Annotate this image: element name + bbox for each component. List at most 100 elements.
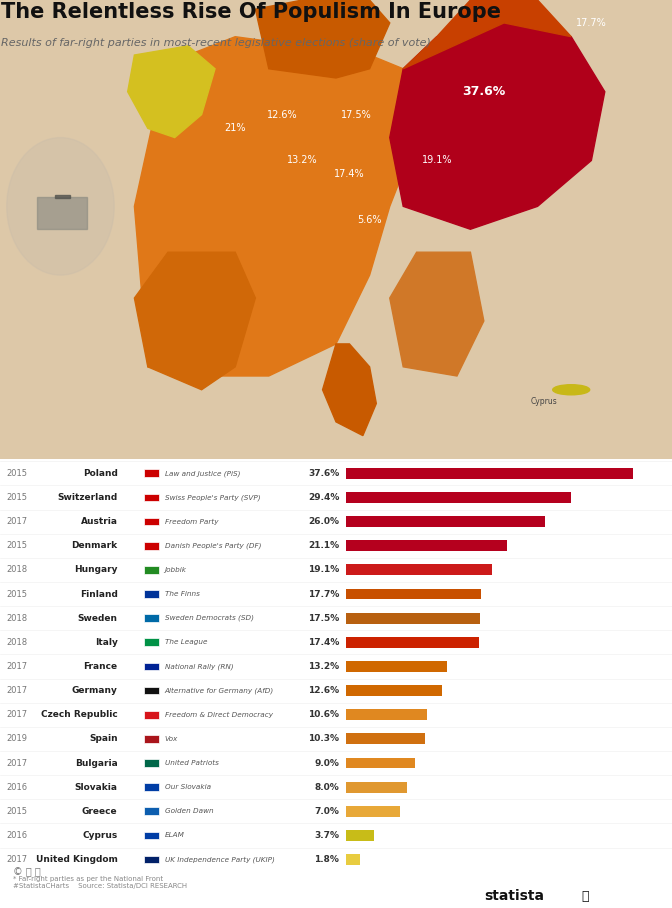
Text: 17.7%: 17.7% bbox=[308, 589, 339, 598]
Text: 2018: 2018 bbox=[7, 637, 28, 646]
Text: 9.0%: 9.0% bbox=[314, 758, 339, 767]
Text: 2019: 2019 bbox=[7, 735, 28, 744]
Text: Danish People's Party (DF): Danish People's Party (DF) bbox=[165, 542, 261, 549]
Text: 2016: 2016 bbox=[7, 831, 28, 840]
Bar bbox=[37, 197, 87, 229]
FancyBboxPatch shape bbox=[144, 615, 159, 622]
Text: The League: The League bbox=[165, 639, 207, 646]
Text: 8.0%: 8.0% bbox=[314, 783, 339, 792]
Text: Law and Justice (PiS): Law and Justice (PiS) bbox=[165, 470, 240, 477]
Text: 2017: 2017 bbox=[7, 758, 28, 767]
FancyBboxPatch shape bbox=[144, 832, 159, 839]
FancyBboxPatch shape bbox=[346, 709, 427, 720]
Text: 17.5%: 17.5% bbox=[308, 614, 339, 623]
Text: 13.2%: 13.2% bbox=[287, 155, 318, 165]
FancyBboxPatch shape bbox=[346, 540, 507, 551]
Text: 21%: 21% bbox=[224, 123, 246, 133]
FancyBboxPatch shape bbox=[144, 542, 159, 549]
Text: 3.7%: 3.7% bbox=[314, 831, 339, 840]
Text: Golden Dawn: Golden Dawn bbox=[165, 808, 213, 814]
Text: Cyprus: Cyprus bbox=[531, 397, 558, 406]
FancyBboxPatch shape bbox=[144, 566, 159, 574]
Text: 2018: 2018 bbox=[7, 566, 28, 575]
Text: © ⓘ ⓣ: © ⓘ ⓣ bbox=[13, 867, 41, 877]
FancyBboxPatch shape bbox=[144, 855, 159, 864]
Text: 2017: 2017 bbox=[7, 686, 28, 696]
FancyBboxPatch shape bbox=[144, 784, 159, 791]
Text: 2015: 2015 bbox=[7, 807, 28, 815]
FancyBboxPatch shape bbox=[144, 759, 159, 767]
Text: 17.4%: 17.4% bbox=[334, 169, 365, 179]
Text: Spain: Spain bbox=[89, 735, 118, 744]
Text: Hungary: Hungary bbox=[74, 566, 118, 575]
Text: 2016: 2016 bbox=[7, 783, 28, 792]
Text: 37.6%: 37.6% bbox=[308, 469, 339, 478]
Text: 1.8%: 1.8% bbox=[314, 855, 339, 864]
FancyBboxPatch shape bbox=[346, 565, 492, 576]
Text: The Finns: The Finns bbox=[165, 591, 200, 597]
Polygon shape bbox=[390, 23, 605, 229]
FancyBboxPatch shape bbox=[346, 613, 480, 624]
Text: Greece: Greece bbox=[82, 807, 118, 815]
FancyBboxPatch shape bbox=[144, 735, 159, 743]
FancyBboxPatch shape bbox=[144, 807, 159, 815]
Text: * Far-right parties as per the National Front
#StatistaCHarts    Source: Statist: * Far-right parties as per the National … bbox=[13, 876, 187, 889]
Text: Slovakia: Slovakia bbox=[75, 783, 118, 792]
Text: 13.2%: 13.2% bbox=[308, 662, 339, 671]
Text: 2018: 2018 bbox=[7, 614, 28, 623]
Text: The Relentless Rise Of Populism In Europe: The Relentless Rise Of Populism In Europ… bbox=[1, 3, 501, 23]
FancyBboxPatch shape bbox=[144, 638, 159, 646]
FancyBboxPatch shape bbox=[346, 588, 481, 599]
Text: Cyprus: Cyprus bbox=[83, 831, 118, 840]
Text: Swiss People's Party (SVP): Swiss People's Party (SVP) bbox=[165, 494, 260, 501]
Text: 12.6%: 12.6% bbox=[308, 686, 339, 696]
Text: 2015: 2015 bbox=[7, 589, 28, 598]
Text: Bulgaria: Bulgaria bbox=[75, 758, 118, 767]
FancyBboxPatch shape bbox=[346, 492, 571, 503]
Text: Results of far-right parties in most-recent legislative elections (share of vote: Results of far-right parties in most-rec… bbox=[1, 38, 431, 48]
Polygon shape bbox=[255, 0, 390, 78]
Text: 2015: 2015 bbox=[7, 493, 28, 502]
FancyBboxPatch shape bbox=[144, 590, 159, 597]
FancyBboxPatch shape bbox=[346, 757, 415, 768]
FancyBboxPatch shape bbox=[346, 806, 400, 817]
Text: 29.4%: 29.4% bbox=[308, 493, 339, 502]
FancyBboxPatch shape bbox=[144, 518, 159, 526]
Text: Finland: Finland bbox=[80, 589, 118, 598]
Text: Jobbik: Jobbik bbox=[165, 567, 187, 573]
Text: ⬛: ⬛ bbox=[581, 891, 589, 903]
Text: Our Slovakia: Our Slovakia bbox=[165, 785, 211, 790]
FancyBboxPatch shape bbox=[346, 637, 479, 647]
Text: 2017: 2017 bbox=[7, 855, 28, 864]
Text: Freedom & Direct Democracy: Freedom & Direct Democracy bbox=[165, 712, 273, 718]
FancyBboxPatch shape bbox=[346, 686, 442, 696]
Text: statista: statista bbox=[484, 890, 544, 903]
Text: 2015: 2015 bbox=[7, 541, 28, 550]
FancyBboxPatch shape bbox=[144, 663, 159, 670]
FancyBboxPatch shape bbox=[346, 468, 634, 479]
Text: 2015: 2015 bbox=[7, 469, 28, 478]
Polygon shape bbox=[134, 252, 255, 390]
Text: 21.1%: 21.1% bbox=[308, 541, 339, 550]
Text: 2017: 2017 bbox=[7, 662, 28, 671]
Ellipse shape bbox=[552, 385, 590, 395]
FancyBboxPatch shape bbox=[144, 686, 159, 695]
Text: ELAM: ELAM bbox=[165, 833, 185, 838]
Text: 37.6%: 37.6% bbox=[462, 85, 505, 98]
Text: Alternative for Germany (AfD): Alternative for Germany (AfD) bbox=[165, 687, 274, 694]
Text: 10.6%: 10.6% bbox=[308, 710, 339, 719]
FancyBboxPatch shape bbox=[346, 782, 407, 793]
FancyBboxPatch shape bbox=[346, 830, 374, 841]
Text: Vox: Vox bbox=[165, 735, 178, 742]
Polygon shape bbox=[403, 0, 571, 69]
Text: 10.3%: 10.3% bbox=[308, 735, 339, 744]
Text: 17.4%: 17.4% bbox=[308, 637, 339, 646]
Text: United Kingdom: United Kingdom bbox=[36, 855, 118, 864]
FancyBboxPatch shape bbox=[346, 734, 425, 745]
Text: 2017: 2017 bbox=[7, 518, 28, 526]
Text: 26.0%: 26.0% bbox=[308, 518, 339, 526]
Text: Switzerland: Switzerland bbox=[57, 493, 118, 502]
FancyBboxPatch shape bbox=[144, 469, 159, 478]
Text: UK Independence Party (UKIP): UK Independence Party (UKIP) bbox=[165, 856, 275, 863]
Text: Austria: Austria bbox=[81, 518, 118, 526]
